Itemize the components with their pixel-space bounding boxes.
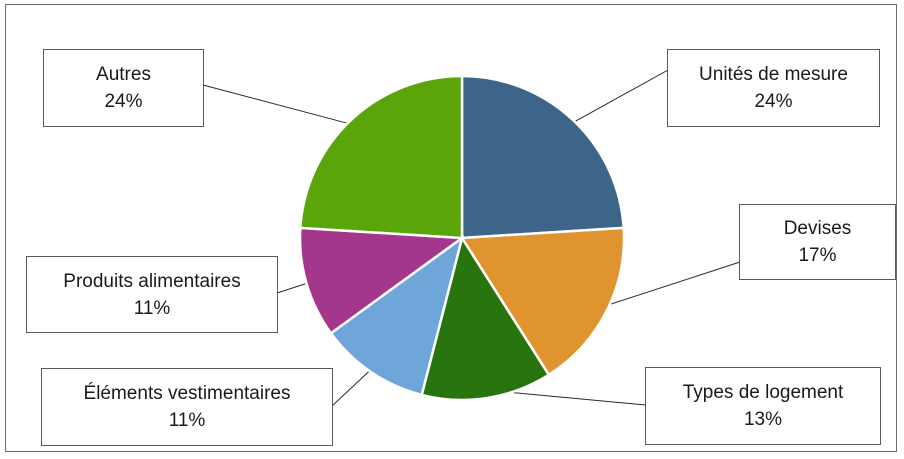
label-unites-de-mesure: Unités de mesure 24% bbox=[667, 49, 880, 127]
pie-slices bbox=[298, 74, 626, 402]
label-elements-vestimentaires: Éléments vestimentaires 11% bbox=[41, 368, 333, 446]
leader-line-1 bbox=[599, 261, 741, 309]
label-percent: 17% bbox=[798, 245, 837, 266]
pie-slice-5 bbox=[298, 74, 464, 240]
pie-slice-1 bbox=[459, 226, 626, 377]
label-percent: 11% bbox=[168, 410, 206, 431]
label-name: Unités de mesure bbox=[699, 64, 848, 85]
label-name: Autres bbox=[96, 64, 151, 85]
label-percent: 24% bbox=[754, 91, 793, 112]
label-name: Éléments vestimentaires bbox=[83, 383, 291, 404]
pie-slice-3 bbox=[329, 234, 465, 397]
leader-line-0 bbox=[567, 69, 669, 127]
pie-slice-2 bbox=[420, 234, 551, 402]
label-name: Devises bbox=[783, 218, 852, 239]
pie-slice-0 bbox=[460, 74, 626, 240]
pie-slice-4 bbox=[298, 226, 466, 335]
label-name: Types de logement bbox=[682, 382, 844, 403]
label-name: Produits alimentaires bbox=[63, 270, 241, 292]
label-percent: 11% bbox=[133, 297, 171, 319]
label-percent: 24% bbox=[104, 91, 143, 112]
label-types-de-logement: Types de logement 13% bbox=[645, 367, 881, 445]
label-percent: 13% bbox=[743, 409, 783, 430]
label-autres: Autres 24% bbox=[43, 49, 204, 127]
leader-line-5 bbox=[202, 84, 357, 127]
leader-line-3 bbox=[331, 365, 376, 407]
label-produits-alimentaires: Produits alimentaires 11% bbox=[26, 256, 278, 333]
label-devises: Devises 17% bbox=[739, 204, 896, 280]
